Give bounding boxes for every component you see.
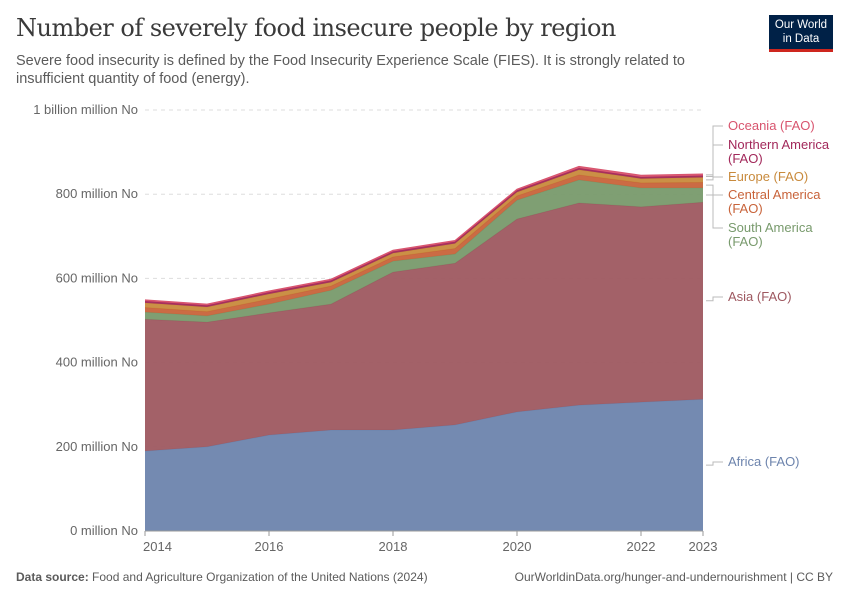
series-label: (FAO): [728, 234, 763, 249]
y-tick-label: 600 million No: [56, 270, 138, 285]
chart-title: Number of severely food insecure people …: [16, 14, 616, 42]
series-label: Oceania (FAO): [728, 118, 815, 133]
label-leader-line: [706, 144, 723, 178]
label-leader-line: [706, 125, 723, 176]
source-text[interactable]: Food and Agriculture Organization of the…: [92, 570, 428, 584]
y-tick-label: 0 million No: [70, 523, 138, 538]
x-tick-label: 2020: [503, 539, 532, 554]
area-africa-fao-: [145, 399, 703, 531]
area-asia-fao-: [145, 202, 703, 452]
series-label: (FAO): [728, 151, 763, 166]
source-label: Data source:: [16, 570, 89, 584]
label-leader-line: [706, 176, 723, 181]
series-label: South America: [728, 220, 813, 235]
y-tick-label: 200 million No: [56, 439, 138, 454]
logo-line1: Our World: [774, 19, 828, 31]
area-edge: [144, 165, 704, 305]
chart-subtitle: Severe food insecurity is defined by the…: [16, 53, 685, 87]
data-source: Data source: Food and Agriculture Organi…: [16, 570, 428, 584]
y-tick-label: 800 million No: [56, 186, 138, 201]
series-label: Northern America: [728, 137, 830, 152]
area-south-america-fao-: [145, 179, 703, 323]
x-tick-label: 2022: [627, 539, 656, 554]
y-tick-label: 1 billion million No: [33, 102, 138, 117]
series-label: Asia (FAO): [728, 289, 792, 304]
x-tick-label: 2016: [255, 539, 284, 554]
x-tick-label: 2023: [689, 539, 718, 554]
logo-line2: in Data: [782, 33, 820, 45]
series-label: Europe (FAO): [728, 169, 808, 184]
owid-logo[interactable]: Our World in Data: [769, 15, 833, 52]
x-tick-label: 2018: [379, 539, 408, 554]
x-tick-label: 2014: [143, 539, 172, 554]
series-label: (FAO): [728, 201, 763, 216]
label-leader-line: [706, 296, 723, 302]
label-leader-line: [706, 184, 723, 196]
y-tick-label: 400 million No: [56, 355, 138, 370]
series-label: Central America: [728, 187, 821, 202]
label-leader-line: [706, 194, 723, 229]
label-leader-line: [706, 461, 723, 466]
series-label: Africa (FAO): [728, 454, 800, 469]
footer-link[interactable]: OurWorldinData.org/hunger-and-undernouri…: [514, 570, 833, 584]
